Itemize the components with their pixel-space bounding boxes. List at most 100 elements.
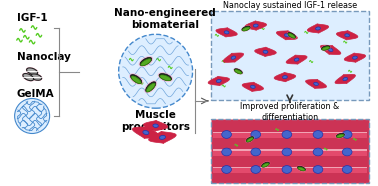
- Ellipse shape: [316, 27, 321, 30]
- Text: Improved proliferation &
differentiation: Improved proliferation & differentiation: [240, 102, 339, 122]
- Ellipse shape: [143, 131, 149, 134]
- Ellipse shape: [159, 73, 172, 81]
- Text: Muscle
progenitors: Muscle progenitors: [121, 110, 190, 132]
- Polygon shape: [149, 131, 176, 144]
- Ellipse shape: [313, 148, 323, 156]
- Ellipse shape: [160, 135, 166, 139]
- Ellipse shape: [342, 148, 352, 156]
- Ellipse shape: [245, 136, 255, 143]
- Ellipse shape: [140, 57, 152, 66]
- Ellipse shape: [288, 33, 296, 38]
- Ellipse shape: [322, 47, 330, 50]
- Ellipse shape: [296, 165, 307, 172]
- Ellipse shape: [328, 48, 333, 52]
- Polygon shape: [335, 74, 355, 84]
- Bar: [213, 149, 367, 151]
- Ellipse shape: [253, 24, 258, 27]
- Ellipse shape: [353, 56, 357, 59]
- Circle shape: [15, 99, 50, 134]
- Polygon shape: [286, 55, 307, 64]
- Ellipse shape: [246, 138, 253, 142]
- Ellipse shape: [337, 134, 344, 138]
- Ellipse shape: [233, 68, 243, 75]
- Polygon shape: [216, 28, 237, 37]
- Ellipse shape: [287, 32, 297, 39]
- Ellipse shape: [26, 68, 38, 75]
- Ellipse shape: [242, 26, 250, 31]
- Ellipse shape: [242, 27, 250, 31]
- Ellipse shape: [336, 133, 344, 137]
- Ellipse shape: [30, 74, 42, 80]
- Ellipse shape: [224, 31, 229, 34]
- Ellipse shape: [342, 166, 352, 173]
- Ellipse shape: [217, 79, 221, 83]
- Ellipse shape: [246, 137, 254, 142]
- Ellipse shape: [251, 166, 260, 173]
- Ellipse shape: [129, 73, 143, 85]
- Bar: [213, 166, 367, 173]
- FancyBboxPatch shape: [211, 11, 369, 100]
- Polygon shape: [336, 31, 358, 40]
- Ellipse shape: [322, 46, 330, 50]
- Polygon shape: [276, 31, 297, 40]
- Ellipse shape: [222, 131, 231, 138]
- Ellipse shape: [241, 25, 251, 32]
- Ellipse shape: [234, 69, 242, 74]
- Ellipse shape: [321, 45, 331, 51]
- Ellipse shape: [314, 82, 318, 86]
- Circle shape: [119, 34, 192, 108]
- Polygon shape: [274, 72, 296, 82]
- Ellipse shape: [251, 85, 255, 88]
- Polygon shape: [255, 47, 276, 57]
- Ellipse shape: [131, 76, 141, 84]
- Ellipse shape: [26, 67, 39, 76]
- Polygon shape: [305, 79, 327, 89]
- Text: Nanoclay sustained IGF-1 release: Nanoclay sustained IGF-1 release: [223, 1, 357, 10]
- Polygon shape: [132, 126, 160, 139]
- Ellipse shape: [343, 77, 347, 81]
- Ellipse shape: [262, 163, 269, 167]
- Ellipse shape: [313, 131, 323, 138]
- Ellipse shape: [160, 75, 171, 81]
- Ellipse shape: [141, 59, 151, 66]
- Polygon shape: [242, 82, 263, 92]
- Ellipse shape: [298, 167, 305, 171]
- Ellipse shape: [146, 82, 156, 92]
- Ellipse shape: [23, 73, 34, 81]
- Ellipse shape: [158, 72, 173, 82]
- Ellipse shape: [282, 166, 292, 173]
- Ellipse shape: [282, 131, 292, 138]
- Ellipse shape: [222, 148, 231, 156]
- Ellipse shape: [235, 70, 242, 74]
- Ellipse shape: [222, 166, 231, 173]
- Ellipse shape: [282, 76, 287, 79]
- Polygon shape: [208, 76, 229, 86]
- Ellipse shape: [288, 33, 295, 38]
- Text: Nanoclay: Nanoclay: [17, 52, 70, 62]
- Ellipse shape: [282, 148, 292, 156]
- Ellipse shape: [285, 34, 289, 37]
- Text: Nano-engineered
biomaterial: Nano-engineered biomaterial: [115, 8, 216, 30]
- Text: IGF-1: IGF-1: [17, 13, 47, 23]
- Ellipse shape: [262, 162, 270, 167]
- Ellipse shape: [345, 34, 350, 37]
- Bar: [213, 132, 367, 134]
- Bar: [213, 166, 367, 169]
- Ellipse shape: [22, 73, 34, 81]
- Polygon shape: [321, 45, 341, 54]
- Ellipse shape: [261, 161, 270, 168]
- Ellipse shape: [313, 166, 323, 173]
- Ellipse shape: [130, 75, 142, 84]
- Ellipse shape: [263, 50, 268, 53]
- Ellipse shape: [342, 131, 352, 138]
- Polygon shape: [223, 53, 243, 62]
- Bar: [213, 132, 367, 138]
- Polygon shape: [245, 21, 266, 30]
- Text: GelMA: GelMA: [17, 89, 54, 99]
- Polygon shape: [143, 120, 168, 131]
- Polygon shape: [307, 24, 328, 33]
- Ellipse shape: [297, 166, 305, 171]
- Ellipse shape: [251, 131, 260, 138]
- Ellipse shape: [153, 124, 158, 127]
- Ellipse shape: [251, 148, 260, 156]
